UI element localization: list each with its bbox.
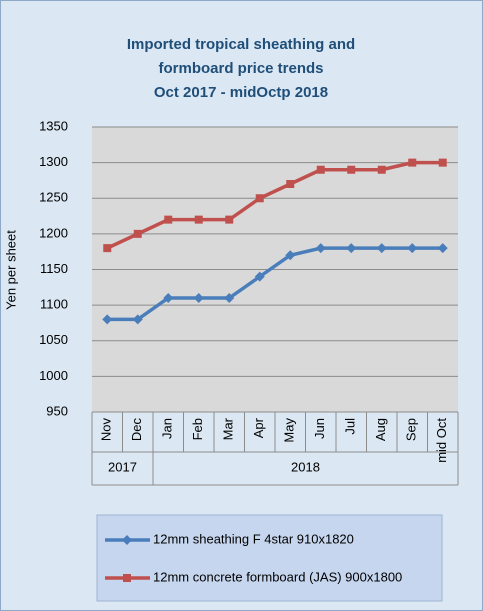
data-point [255,194,264,203]
data-point [194,215,203,224]
y-tick-label: 1250 [39,190,68,205]
x-tick-label: Apr [251,417,266,438]
chart-title: formboard price trends [158,60,323,77]
data-point [315,243,326,254]
data-point [193,293,204,303]
data-point [437,243,448,254]
data-point [346,243,357,254]
y-tick-label: 1000 [39,368,68,383]
x-group-label: 2017 [108,459,137,474]
y-tick-label: 1200 [39,225,68,240]
data-point [286,180,295,188]
data-point [316,165,325,174]
data-point [225,215,234,224]
x-group-label: 2018 [291,459,320,474]
x-tick-label: Feb [190,418,205,440]
y-tick-label: 950 [46,403,68,418]
y-tick-label: 1150 [40,261,68,276]
data-point [254,271,265,282]
x-tick-label: Mar [221,417,236,440]
y-axis-label: Yen per sheet [3,230,18,310]
data-point [377,165,386,174]
legend-marker [123,574,131,582]
legend-marker [122,535,132,545]
data-point [103,244,112,253]
y-tick-label: 1050 [39,332,68,347]
y-tick-label: 1300 [39,154,68,169]
x-tick-label: May [282,418,297,443]
data-point [163,293,174,303]
chart-title: Imported tropical sheathing and [127,36,355,53]
data-point [408,158,417,167]
series-line [106,160,443,250]
x-tick-label: Jan [160,418,175,439]
data-point [102,314,113,325]
x-tick-label: Jun [312,418,327,439]
data-point [407,243,418,254]
legend-box [96,514,443,602]
data-point [347,165,356,174]
data-point [285,250,296,261]
series-line [107,246,443,322]
legend-label: 12mm sheathing F 4star 910x1820 [153,531,354,546]
x-tick-label: mid Oct [434,418,449,463]
data-point [438,158,447,167]
data-point [164,215,173,224]
data-point [133,229,142,238]
legend-label: 12mm concrete formboard (JAS) 900x1800 [153,569,402,584]
chart-title: Oct 2017 - midOctp 2018 [154,84,328,101]
x-tick-label: Aug [373,418,388,441]
x-tick-label: Sep [404,418,419,441]
y-tick-label: 1350 [39,118,68,133]
data-point [376,243,387,254]
x-tick-label: Nov [99,418,114,442]
y-tick-label: 1100 [40,297,68,312]
x-tick-label: Dec [129,418,144,442]
x-tick-label: Jul [343,418,358,435]
data-point [224,293,235,303]
data-point [132,314,143,325]
